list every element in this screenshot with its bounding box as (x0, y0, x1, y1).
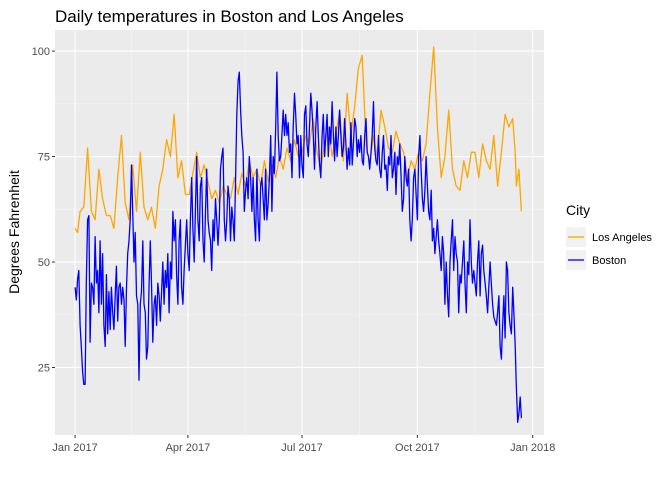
legend: City Los Angeles Boston (566, 202, 652, 270)
legend-label-boston: Boston (592, 255, 626, 267)
y-tick-label: 75 (38, 152, 50, 164)
series-line-boston (74, 71, 523, 423)
x-tick-label: Apr 2017 (166, 442, 211, 454)
x-axis: Jan 2017 Apr 2017 Jul 2017 Oct 2017 Jan 2018 (52, 435, 555, 454)
y-tick-label: 50 (38, 257, 50, 269)
y-tick-label: 25 (38, 363, 50, 375)
x-tick-label: Jan 2018 (510, 442, 555, 454)
major-gridlines (55, 30, 544, 435)
x-tick-label: Jan 2017 (52, 442, 97, 454)
legend-title: City (566, 202, 590, 218)
y-axis-title: Degrees Fahrenheit (6, 170, 22, 294)
x-tick-label: Oct 2017 (395, 442, 440, 454)
x-tick-label: Jul 2017 (281, 442, 323, 454)
legend-label-los-angeles: Los Angeles (592, 232, 652, 244)
series-lines (74, 46, 523, 423)
y-axis: 25 50 75 100 (32, 46, 55, 375)
chart-title: Daily temperatures in Boston and Los Ang… (55, 7, 404, 26)
y-tick-label: 100 (32, 46, 50, 58)
